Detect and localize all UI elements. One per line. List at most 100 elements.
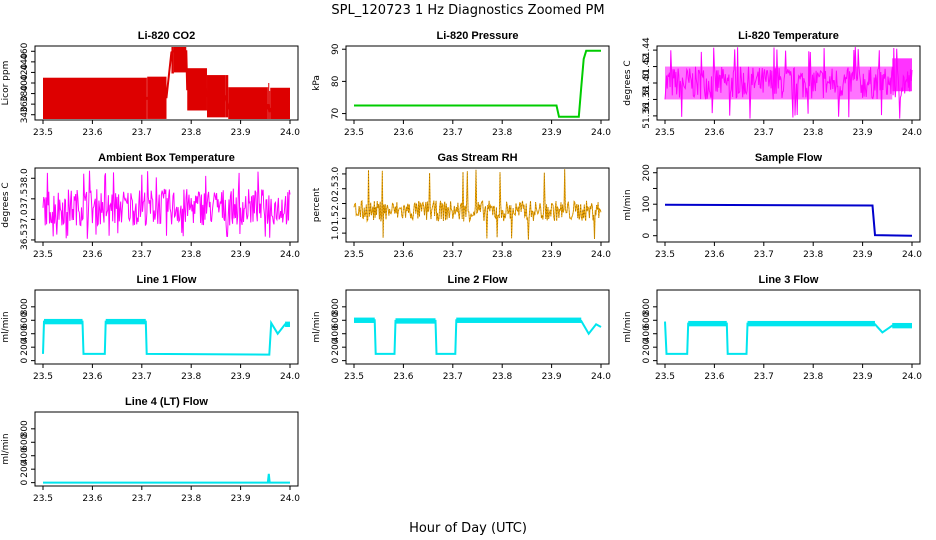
y-tick-label: 200 — [331, 338, 341, 355]
y-tick-label: 90 — [331, 43, 341, 55]
y-tick-label: 600 — [331, 311, 341, 328]
y-tick-label: 51.38 — [642, 86, 652, 112]
chart-panel-4: Ambient Box Temperature degrees C 23.5 23.6… — [1, 152, 300, 260]
plot-frame — [345, 167, 610, 243]
plot-frame — [345, 289, 610, 365]
y-tick-label: 0 — [20, 358, 30, 364]
chart-title: Li-820 Pressure — [437, 30, 519, 42]
x-tick-label: 23.6 — [704, 250, 724, 260]
x-tick-label: 24.0 — [591, 372, 611, 382]
plot-frame — [34, 289, 299, 365]
y-tick-label: 600 — [20, 311, 30, 328]
y-tick-label: 200 — [642, 164, 652, 181]
y-axis-label: ml/min — [312, 311, 322, 342]
series-line — [43, 473, 290, 484]
noise-band — [892, 58, 912, 92]
x-tick-label: 23.8 — [803, 372, 823, 382]
y-tick-label: 1.5 — [331, 211, 341, 225]
x-tick-label: 23.8 — [181, 494, 201, 504]
y-axis-label: degrees C — [623, 60, 633, 105]
y-axis-label: ml/min — [1, 433, 11, 464]
y-tick-label: 200 — [20, 460, 30, 477]
y-tick-label: 2.5 — [331, 182, 341, 196]
plot-area — [664, 203, 913, 237]
y-axis-label: degrees C — [1, 182, 11, 227]
y-tick-label: 0 — [20, 480, 30, 486]
noise-band — [225, 75, 229, 118]
y-tick-label: 0 — [331, 358, 341, 364]
y-tick-label: 460 — [20, 42, 30, 59]
noise-band — [270, 87, 290, 119]
x-tick-label: 23.5 — [33, 494, 53, 504]
y-axis-label: ml/min — [623, 189, 633, 220]
x-tick-label: 23.8 — [492, 372, 512, 382]
y-axis-label: ml/min — [1, 311, 11, 342]
x-tick-label: 23.9 — [231, 250, 251, 260]
x-tick-label: 23.9 — [542, 250, 562, 260]
noise-band — [268, 83, 270, 119]
x-tick-label: 24.0 — [280, 494, 300, 504]
y-tick-label: 51.44 — [642, 37, 652, 63]
x-tick-label: 24.0 — [280, 372, 300, 382]
noise-band — [892, 322, 912, 329]
plot-frame — [34, 411, 299, 487]
x-tick-label: 23.5 — [655, 372, 675, 382]
x-tick-label: 23.7 — [443, 128, 463, 138]
x-tick-label: 23.8 — [181, 128, 201, 138]
x-tick-label: 23.5 — [344, 128, 364, 138]
noise-band — [43, 77, 147, 119]
noise-band — [456, 317, 582, 323]
y-tick-label: 3.0 — [331, 166, 341, 181]
chart-title: Line 4 (LT) Flow — [125, 396, 208, 408]
x-tick-label: 23.5 — [655, 128, 675, 138]
noise-band — [147, 76, 167, 119]
noise-band — [207, 75, 226, 118]
y-tick-label: 200 — [642, 338, 652, 355]
noise-band — [206, 68, 208, 111]
y-tick-label: 37.0 — [20, 209, 30, 229]
y-tick-label: 360 — [20, 95, 30, 112]
x-tick-label: 23.5 — [344, 372, 364, 382]
x-tick-label: 23.7 — [443, 250, 463, 260]
plot-frame — [656, 289, 921, 365]
x-tick-label: 23.8 — [181, 372, 201, 382]
noise-band — [395, 318, 436, 324]
chart-title: Line 3 Flow — [759, 274, 819, 286]
chart-panel-8: Line 2 Flow ml/min 23.5 23.6 23.7 23.8 23.9 24.… — [312, 274, 611, 382]
x-tick-label: 23.7 — [132, 128, 152, 138]
x-tick-label: 23.6 — [82, 372, 102, 382]
x-tick-label: 23.8 — [492, 128, 512, 138]
x-tick-label: 23.5 — [344, 250, 364, 260]
y-tick-label: 0 — [642, 358, 652, 364]
series-line — [354, 49, 601, 118]
chart-panel-3: Li-820 Temperature degrees C 23.5 23.6 23.7 2… — [623, 30, 922, 138]
y-tick-label: 400 — [20, 447, 30, 464]
x-tick-label: 23.6 — [393, 128, 413, 138]
y-tick-label: 800 — [331, 298, 341, 315]
x-tick-label: 23.7 — [443, 372, 463, 382]
plot-area — [353, 169, 602, 240]
y-tick-label: 600 — [642, 311, 652, 328]
x-tick-label: 23.9 — [542, 128, 562, 138]
x-tick-label: 24.0 — [902, 372, 922, 382]
x-tick-label: 23.5 — [655, 250, 675, 260]
x-tick-label: 24.0 — [280, 250, 300, 260]
x-tick-label: 23.9 — [542, 372, 562, 382]
x-tick-label: 23.8 — [803, 128, 823, 138]
plot-area — [43, 473, 290, 484]
noise-band — [354, 317, 375, 323]
x-tick-label: 23.5 — [33, 372, 53, 382]
x-tick-label: 23.7 — [754, 372, 774, 382]
y-tick-label: 400 — [20, 325, 30, 342]
y-tick-label: 200 — [20, 338, 30, 355]
noise-band — [269, 90, 271, 119]
x-tick-label: 23.7 — [132, 494, 152, 504]
series-points — [353, 169, 602, 240]
x-tick-label: 23.6 — [704, 128, 724, 138]
y-tick-label: 36.5 — [20, 230, 30, 250]
figure-xlabel: Hour of Day (UTC) — [409, 521, 527, 536]
noise-band — [747, 320, 875, 327]
chart-title: Sample Flow — [755, 152, 823, 164]
x-tick-label: 23.8 — [803, 250, 823, 260]
